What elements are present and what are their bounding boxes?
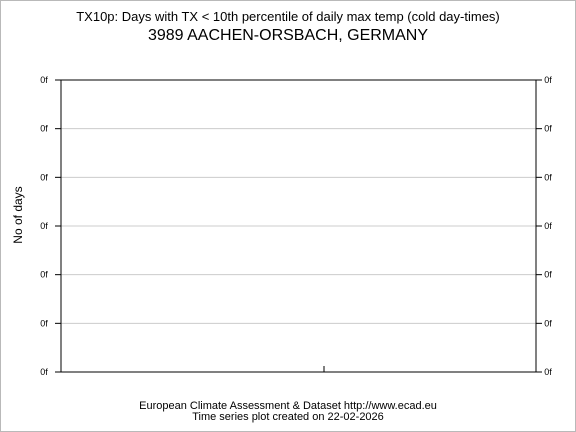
grid-lines (61, 128, 536, 324)
y-tick-label: 0f (40, 270, 48, 280)
y-tick-label-right: 0f (544, 75, 552, 85)
y-tick-label: 0f (40, 367, 48, 377)
y-tick-label-right: 0f (544, 221, 552, 231)
chart-title: TX10p: Days with TX < 10th percentile of… (76, 9, 500, 24)
y-tick-label: 0f (40, 75, 48, 85)
y-tick-label-right: 0f (544, 270, 552, 280)
y-tick-label: 0f (40, 318, 48, 328)
y-tick-label-right: 0f (544, 367, 552, 377)
y-tick-label-right: 0f (544, 318, 552, 328)
y-tick-label: 0f (40, 172, 48, 182)
y-tick-label: 0f (40, 221, 48, 231)
chart-subtitle: 3989 AACHEN-ORSBACH, GERMANY (147, 27, 429, 44)
y-tick-label: 0f (40, 124, 48, 134)
y-tick-label-right: 0f (544, 172, 552, 182)
y-axis-ticks (55, 79, 542, 373)
y-tick-labels-right: 0f 0f 0f 0f 0f 0f 0f (544, 75, 552, 377)
plot-area (60, 79, 537, 373)
y-tick-label-right: 0f (544, 124, 552, 134)
footer-source: European Climate Assessment & Dataset ht… (139, 400, 437, 412)
footer-created: Time series plot created on 22-02-2026 (192, 411, 384, 423)
y-tick-labels-left: 0f 0f 0f 0f 0f 0f 0f (40, 75, 48, 377)
